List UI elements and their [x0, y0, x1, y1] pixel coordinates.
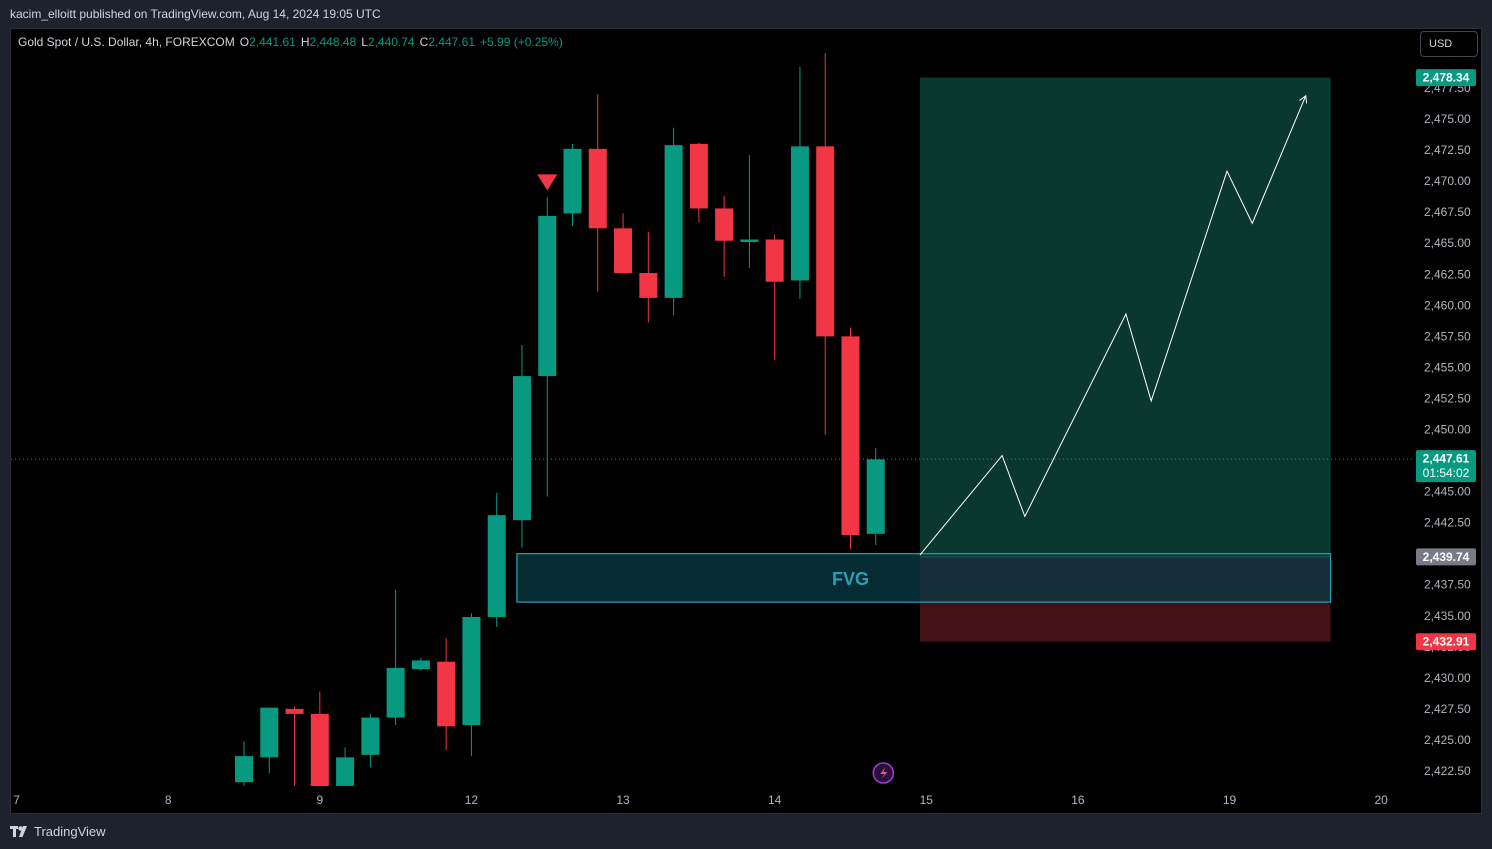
candle-body[interactable] [538, 215, 557, 377]
candle-body[interactable] [765, 239, 784, 282]
low-label: L [361, 35, 368, 49]
candle-body[interactable] [462, 617, 481, 726]
x-tick-label: 13 [616, 793, 630, 807]
candle-body[interactable] [866, 459, 885, 534]
candle-body[interactable] [235, 756, 253, 783]
change-value: +5.99 (+0.25%) [480, 35, 563, 49]
candle-body[interactable] [260, 707, 279, 758]
countdown-text: 01:54:02 [1423, 466, 1470, 480]
close-label: C [419, 35, 429, 49]
y-tick-label: 2,435.00 [1424, 609, 1471, 623]
y-tick-label: 2,450.00 [1424, 423, 1471, 437]
candle-body[interactable] [563, 148, 582, 214]
x-tick-label: 19 [1223, 793, 1237, 807]
price-label-last [1416, 450, 1476, 483]
y-tick-label: 2,467.50 [1424, 205, 1471, 219]
candle-body[interactable] [816, 146, 835, 337]
sell-signal-marker [537, 174, 558, 191]
x-tick-label: 12 [465, 793, 479, 807]
x-tick-label: 9 [316, 793, 323, 807]
y-tick-label: 2,427.50 [1424, 702, 1471, 716]
candles [235, 53, 885, 787]
price-label-text: 2,478.34 [1423, 71, 1470, 85]
candle-body[interactable] [285, 708, 304, 714]
open-label: O [239, 35, 250, 49]
tradingview-logo-icon [10, 825, 27, 837]
price-label-text: 2,447.61 [1423, 452, 1470, 466]
candle-body[interactable] [512, 376, 531, 521]
candle-body[interactable] [841, 336, 860, 536]
candle-body[interactable] [614, 228, 633, 274]
y-tick-label: 2,472.50 [1424, 143, 1471, 157]
y-tick-label: 2,465.00 [1424, 236, 1471, 250]
projection-path [919, 97, 1305, 556]
high-value: 2,448.48 [309, 35, 357, 49]
candle-body[interactable] [740, 239, 759, 242]
price-label-stop [1416, 633, 1476, 651]
x-tick-label: 8 [165, 793, 172, 807]
y-tick-label: 2,455.00 [1424, 360, 1471, 374]
y-tick-label: 2,442.50 [1424, 516, 1471, 530]
y-tick-label: 2,462.50 [1424, 267, 1471, 281]
x-tick-label: 20 [1374, 793, 1388, 807]
candle-body[interactable] [310, 713, 329, 787]
y-tick-label: 2,437.50 [1424, 578, 1471, 592]
x-tick-label: 14 [768, 793, 782, 807]
fvg-zone [516, 553, 1332, 603]
x-tick-label: 15 [920, 793, 934, 807]
x-tick-label: 16 [1071, 793, 1085, 807]
candle-body[interactable] [689, 143, 708, 209]
publish-info: kacim_elloitt published on TradingView.c… [10, 7, 381, 21]
candle-body[interactable] [790, 146, 809, 281]
tradingview-logo[interactable]: TradingView [10, 823, 106, 839]
candle-body[interactable] [411, 660, 430, 670]
y-tick-label: 2,445.00 [1424, 485, 1471, 499]
candle-body[interactable] [664, 145, 683, 298]
y-tick-label: 2,457.50 [1424, 329, 1471, 343]
fvg-label: FVG [832, 569, 869, 589]
y-tick-label: 2,475.00 [1424, 112, 1471, 126]
brand-name: TradingView [34, 824, 106, 840]
lightning-glyph [880, 767, 888, 779]
low-value: 2,440.74 [367, 35, 415, 49]
y-tick-label: 2,460.00 [1424, 298, 1471, 312]
open-value: 2,441.61 [249, 35, 296, 49]
candle-body[interactable] [639, 273, 658, 298]
y-tick-label: 2,430.00 [1424, 671, 1471, 685]
y-tick-label: 2,470.00 [1424, 174, 1471, 188]
y-tick-label: 2,422.50 [1424, 764, 1471, 778]
price-label-text: 2,439.74 [1423, 550, 1470, 564]
high-label: H [300, 35, 310, 49]
top-bar: kacim_elloitt published on TradingView.c… [0, 0, 1492, 28]
candle-body[interactable] [715, 208, 734, 241]
price-label-target [1416, 69, 1476, 87]
profit-zone [919, 77, 1331, 557]
candle-body[interactable] [487, 515, 506, 618]
symbol-legend: Gold Spot / U.S. Dollar, 4h, FOREXCOM O2,… [18, 35, 563, 49]
price-label-text: 2,432.91 [1423, 635, 1470, 649]
y-tick-label: 2,452.50 [1424, 391, 1471, 405]
y-tick-label: 2,425.00 [1424, 733, 1471, 747]
candle-body[interactable] [361, 717, 380, 755]
candle-body[interactable] [437, 661, 456, 727]
price-label-entry [1416, 548, 1476, 566]
candle-body[interactable] [386, 667, 405, 718]
footer-bar [0, 814, 1492, 849]
candle-body[interactable] [336, 757, 355, 786]
x-tick-label: 7 [13, 793, 20, 807]
close-value: 2,447.61 [428, 35, 475, 49]
currency-button[interactable]: USD [1420, 31, 1478, 57]
symbol-title: Gold Spot / U.S. Dollar, 4h, FOREXCOM [18, 35, 235, 49]
candle-body[interactable] [588, 148, 607, 229]
